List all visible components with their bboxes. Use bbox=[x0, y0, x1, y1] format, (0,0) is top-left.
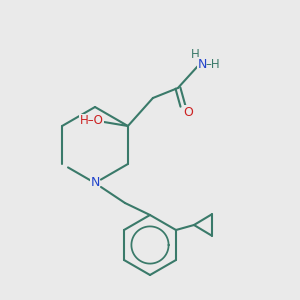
Text: N: N bbox=[90, 176, 100, 190]
Text: H–O: H–O bbox=[80, 115, 104, 128]
Text: N: N bbox=[198, 58, 207, 70]
Text: –H: –H bbox=[206, 58, 220, 70]
Text: O: O bbox=[183, 106, 193, 118]
Text: H: H bbox=[190, 47, 199, 61]
